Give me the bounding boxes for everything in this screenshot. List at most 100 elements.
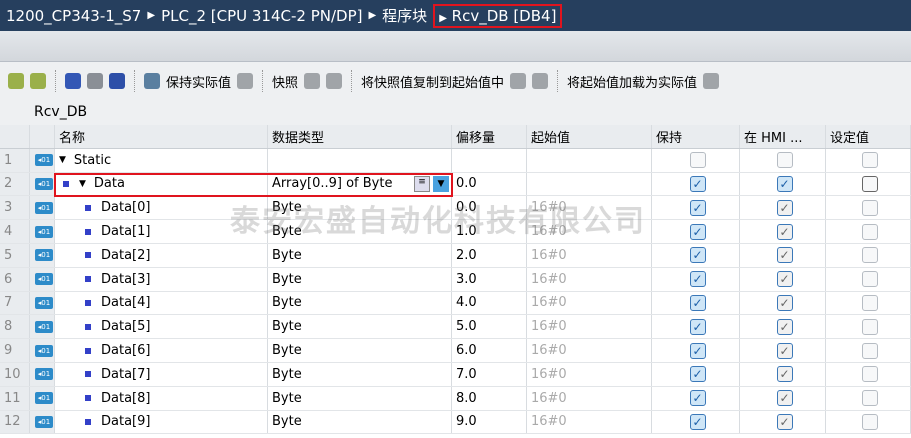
start-value[interactable]: 16#0 [527, 339, 652, 362]
retain-checkbox[interactable]: ✓ [689, 199, 706, 216]
edit-icon[interactable] [87, 73, 103, 89]
retain-checkbox[interactable]: ✓ [689, 223, 706, 240]
copy-snapshot-button[interactable]: 将快照值复制到起始值中 [361, 75, 505, 91]
setpoint-checkbox[interactable] [862, 199, 878, 216]
hmi-checkbox[interactable]: ✓ [776, 247, 793, 264]
name-value[interactable]: Data[6] [101, 343, 151, 359]
chevron-down-icon[interactable]: ▼ [433, 175, 449, 192]
type-value[interactable]: Byte [272, 295, 302, 311]
expand-triangle-icon[interactable]: ▼ [79, 178, 86, 189]
snapshot-up-icon[interactable] [304, 73, 321, 89]
type-value[interactable]: Byte [272, 343, 302, 359]
retain-checkbox[interactable]: ✓ [689, 366, 706, 383]
col-hmi[interactable]: 在 HMI ... [740, 125, 826, 148]
setpoint-checkbox[interactable] [862, 366, 878, 383]
hmi-checkbox[interactable]: ✓ [776, 175, 793, 192]
expand-triangle-icon[interactable]: ▼ [59, 155, 66, 166]
col-type[interactable]: 数据类型 [268, 125, 452, 148]
name-value[interactable]: Data[8] [101, 390, 151, 406]
table-row[interactable]: 4 ◂01 Data[1] Byte 1.0 16#0 ✓ ✓ [0, 220, 911, 244]
setpoint-checkbox[interactable] [862, 318, 878, 335]
retain-checkbox[interactable]: ✓ [689, 175, 706, 192]
type-value[interactable]: Byte [272, 390, 302, 406]
name-value[interactable]: Data[9] [101, 414, 151, 430]
type-list-icon[interactable]: ≡ [414, 175, 430, 192]
name-value[interactable]: Data[0] [101, 200, 151, 216]
type-value[interactable]: Byte [272, 200, 302, 216]
start-value[interactable]: 16#0 [527, 315, 652, 339]
snapshot-down-icon[interactable] [326, 73, 343, 89]
name-value[interactable]: Data[7] [101, 366, 151, 382]
table-row[interactable]: 1 ◂01 ▼ Static [0, 148, 911, 173]
start-value[interactable]: 16#0 [527, 243, 652, 267]
hmi-checkbox[interactable]: ✓ [776, 223, 793, 240]
load-icon[interactable] [703, 73, 720, 89]
hmi-checkbox[interactable]: ✓ [776, 413, 793, 430]
name-value[interactable]: Data [93, 176, 125, 192]
table-row[interactable]: 9 ◂01 Data[6] Byte 6.0 16#0 ✓ ✓ [0, 339, 911, 363]
type-value[interactable]: Byte [272, 366, 302, 382]
col-name[interactable]: 名称 [55, 125, 268, 148]
table-row[interactable]: 8 ◂01 Data[5] Byte 5.0 16#0 ✓ ✓ [0, 315, 911, 340]
table-row[interactable]: 7 ◂01 Data[4] Byte 4.0 16#0 ✓ ✓ [0, 291, 911, 316]
insert-row-icon[interactable] [8, 73, 24, 89]
setpoint-checkbox[interactable] [862, 271, 878, 288]
table-row[interactable]: 3 ◂01 Data[0] Byte 0.0 16#0 ✓ ✓ [0, 196, 911, 221]
hmi-checkbox[interactable]: ✓ [776, 318, 793, 335]
retain-checkbox[interactable]: ✓ [689, 247, 706, 264]
retain-checkbox[interactable]: ✓ [689, 271, 706, 288]
hmi-checkbox[interactable]: ✓ [776, 366, 793, 383]
breadcrumb-blocks[interactable]: 程序块 [382, 7, 428, 25]
col-offset[interactable]: 偏移量 [452, 125, 527, 148]
type-value[interactable]: Array[0..9] of Byte [272, 176, 393, 192]
hmi-checkbox[interactable]: ✓ [776, 342, 793, 359]
retain-checkbox[interactable] [689, 152, 706, 169]
hmi-checkbox[interactable]: ✓ [776, 199, 793, 216]
start-value[interactable]: 16#0 [527, 220, 652, 243]
retain-checkbox[interactable]: ✓ [689, 294, 706, 311]
start-value[interactable]: 16#0 [527, 362, 652, 386]
retain-checkbox[interactable]: ✓ [689, 342, 706, 359]
setpoint-checkbox[interactable] [862, 342, 878, 359]
table-row[interactable]: 12 ◂01 Data[9] Byte 9.0 16#0 ✓ ✓ [0, 410, 911, 435]
col-setpoint[interactable]: 设定值 [826, 125, 911, 148]
table-row[interactable]: 5 ◂01 Data[2] Byte 2.0 16#0 ✓ ✓ [0, 243, 911, 268]
add-row-icon[interactable] [30, 73, 46, 89]
setpoint-checkbox[interactable] [862, 175, 878, 192]
monitor-icon[interactable] [144, 73, 160, 89]
start-value[interactable]: 16#0 [527, 386, 652, 410]
start-value[interactable]: 16#0 [527, 291, 652, 315]
type-value[interactable]: Byte [272, 247, 302, 263]
breadcrumb-project[interactable]: 1200_CP343-1_S7 [6, 6, 142, 25]
setpoint-checkbox[interactable] [862, 390, 878, 407]
hmi-checkbox[interactable] [776, 152, 793, 169]
copy-all-icon[interactable] [532, 73, 549, 89]
load-start-button[interactable]: 将起始值加载为实际值 [567, 75, 698, 91]
col-retain[interactable]: 保持 [652, 125, 740, 148]
retain-checkbox[interactable]: ✓ [689, 318, 706, 335]
table-row[interactable]: 11 ◂01 Data[8] Byte 8.0 16#0 ✓ ✓ [0, 386, 911, 411]
hmi-checkbox[interactable]: ✓ [776, 271, 793, 288]
breadcrumb-plc[interactable]: PLC_2 [CPU 314C-2 PN/DP] [161, 6, 363, 25]
name-value[interactable]: Data[2] [101, 247, 151, 263]
setpoint-checkbox[interactable] [862, 413, 878, 430]
name-value[interactable]: Data[3] [101, 271, 151, 287]
snapshot-button[interactable]: 快照 [272, 75, 299, 91]
col-start[interactable]: 起始值 [527, 125, 652, 148]
type-value[interactable]: Byte [272, 224, 302, 240]
start-value[interactable] [527, 148, 652, 172]
retain-checkbox[interactable]: ✓ [689, 390, 706, 407]
start-value[interactable]: 16#0 [527, 196, 652, 220]
setpoint-checkbox[interactable] [862, 247, 878, 264]
type-value[interactable]: Byte [272, 414, 302, 430]
table-row[interactable]: 2 ◂01 ▼ Data Array[0..9] of Byte ≡ ▼ 0.0 ✓ … [0, 172, 911, 197]
name-value[interactable]: Data[5] [101, 319, 151, 335]
database-icon[interactable] [237, 73, 254, 89]
start-value[interactable]: 16#0 [527, 410, 652, 434]
setpoint-checkbox[interactable] [862, 152, 878, 169]
expand-icon[interactable] [65, 73, 81, 89]
keep-actual-button[interactable]: 保持实际值 [166, 75, 232, 91]
type-value[interactable]: Byte [272, 271, 302, 287]
name-value[interactable]: Data[4] [101, 295, 151, 311]
type-value[interactable]: Byte [272, 319, 302, 335]
